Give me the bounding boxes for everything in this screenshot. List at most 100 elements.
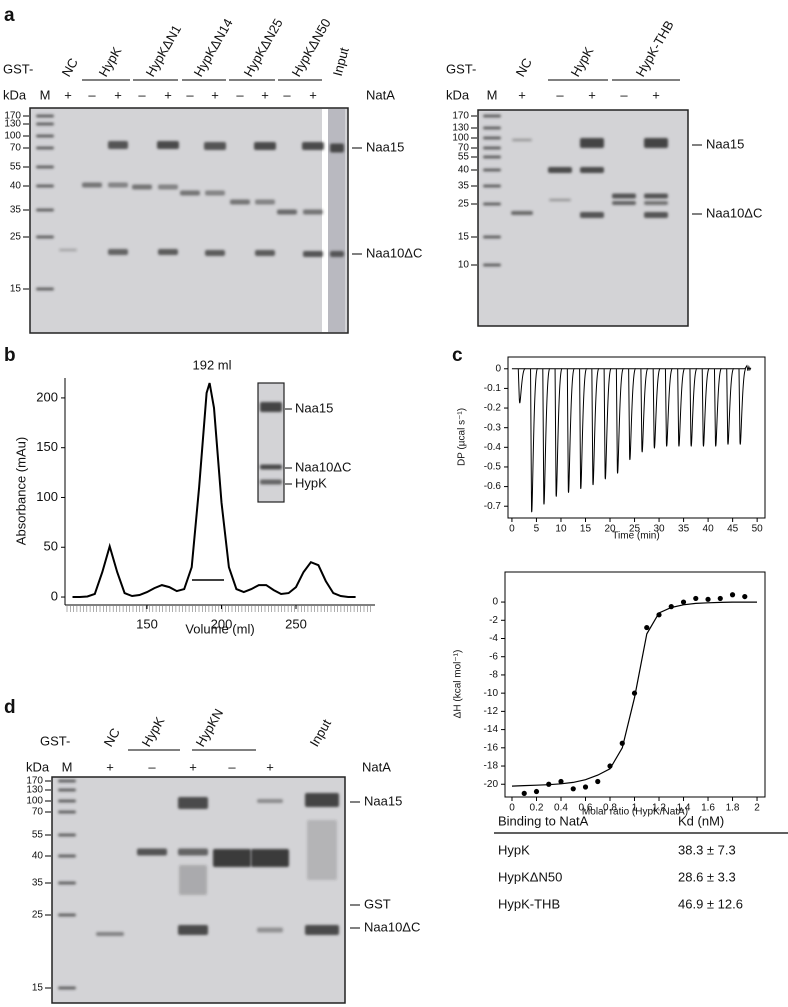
plot-frame xyxy=(504,571,766,798)
injection-peak xyxy=(566,368,575,493)
lane-sign: – xyxy=(138,87,146,102)
y-tick-label: -14 xyxy=(484,724,499,735)
data-point xyxy=(595,778,601,785)
lane-header: HypKΔN1 xyxy=(143,22,185,79)
data-point xyxy=(644,624,650,631)
lane-sign: + xyxy=(189,759,197,774)
data-point xyxy=(680,599,687,605)
gel-band xyxy=(260,464,282,470)
x-tick-label: 25 xyxy=(629,524,641,535)
y-tick-label: -0.3 xyxy=(484,422,502,433)
injection-peak xyxy=(628,368,637,461)
marker-label: 40 xyxy=(458,165,470,176)
lane-header: HypK xyxy=(568,44,597,79)
marker-label: 100 xyxy=(452,133,469,144)
y-tick-label: 0 xyxy=(492,597,498,608)
gel-band xyxy=(180,190,200,196)
marker-label: 130 xyxy=(452,123,469,134)
gel-band xyxy=(260,402,282,412)
table-header: Binding to NatA xyxy=(498,813,589,828)
gel-band xyxy=(36,114,54,118)
lane-sign: – xyxy=(228,759,236,774)
table-header: Kd (nM) xyxy=(678,813,724,828)
gel-band xyxy=(178,925,208,935)
lane-header: HypK xyxy=(96,44,125,79)
gel-strip xyxy=(322,109,328,332)
x-tick-label: 1 xyxy=(632,803,638,814)
x-tick-label: 0.8 xyxy=(603,803,617,814)
gel-band xyxy=(58,913,76,917)
lane-sign: + xyxy=(588,87,596,102)
gel-band xyxy=(59,248,77,252)
marker-label: 55 xyxy=(32,830,44,841)
x-tick-label: 10 xyxy=(555,524,567,535)
lane-sign: + xyxy=(309,87,317,102)
lane-sign: – xyxy=(556,87,564,102)
gel-band xyxy=(58,986,76,990)
gel-band xyxy=(108,141,128,149)
band-label: Naa10ΔC xyxy=(706,205,762,220)
band-label: Naa15 xyxy=(364,793,402,808)
marker-lane-label: M xyxy=(40,87,51,102)
gel-band xyxy=(257,927,283,933)
y-tick-label: -10 xyxy=(484,688,499,699)
gel-band xyxy=(644,212,668,218)
gel-band xyxy=(36,235,54,239)
kda-label: kDa xyxy=(3,87,27,102)
lane-sign: + xyxy=(211,87,219,102)
gel-band xyxy=(255,250,275,256)
marker-label: 40 xyxy=(10,181,22,192)
y-tick-label: -0.6 xyxy=(484,481,502,492)
gel-band xyxy=(230,199,250,205)
marker-label: 10 xyxy=(458,260,470,271)
gel-band xyxy=(580,167,604,173)
injection-peak xyxy=(615,368,624,474)
y-axis-label: ΔH (kcal mol⁻¹) xyxy=(453,650,464,719)
lane-sign: – xyxy=(620,87,628,102)
gel-band xyxy=(205,190,225,196)
marker-label: 100 xyxy=(4,131,21,142)
gel-prefix: GST- xyxy=(446,61,476,76)
table-cell: 28.6 ± 3.3 xyxy=(678,869,736,884)
lane-header: HypK-THB xyxy=(633,18,677,79)
gel-band xyxy=(580,138,604,148)
gel-band xyxy=(483,235,501,239)
y-tick-label: -16 xyxy=(484,742,499,753)
table-cell: HypK xyxy=(498,842,530,857)
gel-band xyxy=(178,797,208,809)
band-label: Naa10ΔC xyxy=(364,919,420,934)
table-cell: 46.9 ± 12.6 xyxy=(678,896,743,911)
data-point xyxy=(631,690,638,696)
gel-band xyxy=(612,193,636,199)
plot-frame xyxy=(507,356,766,519)
marker-label: 55 xyxy=(10,162,22,173)
baseline xyxy=(511,364,752,372)
x-axis-label: Molar ratio (HypK/NatA) xyxy=(582,807,688,818)
gel-band xyxy=(157,141,179,149)
gel-band xyxy=(36,122,54,126)
x-tick-label: 35 xyxy=(678,524,690,535)
lane-header: NC xyxy=(101,725,123,749)
y-axis-label: DP (µcal s⁻¹) xyxy=(457,408,468,466)
marker-label: 70 xyxy=(10,143,22,154)
band-label: Naa15 xyxy=(706,136,744,151)
table-cell: 38.3 ± 7.3 xyxy=(678,842,736,857)
gel-band xyxy=(483,184,501,188)
gel-band xyxy=(330,251,344,257)
lane-header: NC xyxy=(59,55,81,79)
marker-label: 25 xyxy=(458,199,470,210)
x-tick-label: 5 xyxy=(534,524,540,535)
lane-sign: – xyxy=(88,87,96,102)
gel-band xyxy=(257,799,283,803)
injection-peak xyxy=(738,368,747,445)
gel-band xyxy=(213,849,251,867)
y-tick-label: -18 xyxy=(484,761,499,772)
gel-band xyxy=(132,184,152,190)
gel-band xyxy=(58,881,76,885)
data-point xyxy=(705,596,711,602)
x-tick-label: 150 xyxy=(136,616,158,631)
y-tick-label: -12 xyxy=(484,706,499,717)
data-point xyxy=(546,781,552,787)
